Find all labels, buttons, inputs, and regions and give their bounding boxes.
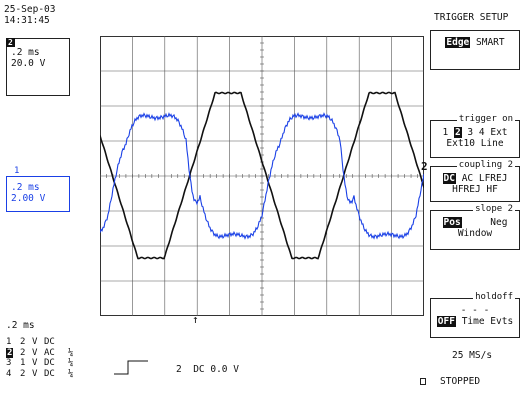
channel-row[interactable]: 1 2 V DC: [6, 337, 73, 348]
trigger-source-1[interactable]: 1: [442, 127, 449, 138]
slope-label: slope: [475, 204, 503, 214]
rising-edge-icon: [114, 360, 148, 375]
sample-rate: 25 MS/s: [452, 350, 493, 361]
status-text: STOPPED: [440, 376, 481, 387]
slope-menu[interactable]: slope 2 Pos Neg Window: [430, 204, 520, 250]
channel-row-unit: V: [32, 368, 38, 379]
time-label: 14:31:45: [4, 15, 50, 26]
trigger-type-edge-selected[interactable]: Edge: [445, 37, 471, 48]
channel-row-number: 1: [6, 337, 12, 347]
channel-row-number: 2: [6, 347, 14, 358]
trigger-source-3[interactable]: 3: [467, 127, 474, 138]
coupling-options[interactable]: AC LFREJ: [461, 173, 508, 184]
channel-row-number: 4: [6, 368, 12, 379]
channel2-trace: [100, 91, 424, 260]
date-label: 25-Sep-03: [4, 4, 56, 15]
timebase-label: .2 ms: [6, 320, 35, 331]
panel-title: TRIGGER SETUP: [434, 12, 509, 23]
coupling-channel: 2: [507, 160, 513, 170]
channel-row-suffix: ¼: [68, 347, 74, 358]
holdoff-value: - - -: [460, 305, 490, 316]
channel1-number: 1: [14, 166, 20, 176]
datetime: 25-Sep-03 14:31:45: [4, 4, 55, 26]
slope-neg[interactable]: Neg: [490, 217, 508, 228]
trigger-source-2-selected[interactable]: 2: [453, 127, 462, 138]
channel-row-unit: V: [32, 347, 38, 358]
slope-pos-selected[interactable]: Pos: [442, 217, 462, 228]
trigger-source-4[interactable]: 4: [478, 127, 485, 138]
trigger-type-smart[interactable]: SMART: [476, 37, 505, 48]
trigger-readout: 2 DC 0.0 V: [176, 364, 239, 375]
trigger-type-menu[interactable]: Edge SMART: [430, 30, 520, 70]
trigger-source-line2[interactable]: Ext10 Line: [446, 138, 504, 149]
channel-row-unit: V: [32, 358, 38, 368]
coupling-menu[interactable]: coupling 2 DC AC LFREJ HFREJ HF: [430, 160, 520, 202]
graticule-ticks: [100, 36, 424, 316]
channel1-trace: [100, 112, 424, 240]
channel-row-coupling: AC: [44, 347, 55, 358]
trigger-position-arrow-icon: ↑: [192, 313, 199, 326]
trigger-on-label: trigger on: [456, 114, 515, 125]
channel1-timebase: .2 ms: [11, 182, 40, 193]
channel2-volts: 20.0 V: [11, 58, 46, 69]
trigger-source-ext[interactable]: Ext: [490, 127, 508, 138]
holdoff-options[interactable]: Time Evts: [461, 316, 514, 327]
coupling-label: coupling: [458, 160, 503, 170]
coupling-dc-selected[interactable]: DC: [442, 173, 456, 184]
channel-row-coupling: DC: [44, 337, 55, 347]
acquisition-status[interactable]: STOPPED: [420, 376, 480, 387]
trigger-readout-value: DC 0.0 V: [193, 364, 239, 375]
channel-row-coupling: DC: [44, 358, 55, 368]
trigger-readout-channel: 2: [176, 364, 182, 375]
channel-row-unit: V: [32, 337, 38, 347]
channel-row[interactable]: 4 2 V DC ¼: [6, 369, 73, 380]
channel-row-volts: 1: [20, 358, 26, 368]
channel-row-number: 3: [6, 358, 12, 368]
status-square-icon: [420, 378, 426, 385]
coupling-options-line2[interactable]: HFREJ HF: [452, 184, 498, 195]
channel-row-volts: 2: [20, 337, 26, 347]
holdoff-label: holdoff: [473, 292, 515, 303]
channel1-volts: 2.00 V: [11, 193, 46, 204]
channel-row[interactable]: 2 2 V AC ¼: [6, 347, 74, 358]
channel2-readout[interactable]: 2 .2 ms 20.0 V: [6, 38, 70, 96]
channel-row-suffix: ¼: [68, 368, 74, 379]
channel-list: 1 2 V DC 2 2 V AC ¼ 3 1 V DC ¼ 4 2 V DC …: [6, 337, 73, 379]
holdoff-menu[interactable]: holdoff - - - OFF Time Evts: [430, 292, 520, 338]
trigger-on-menu[interactable]: trigger on 1 2 3 4 Ext Ext10 Line: [430, 114, 520, 158]
channel-row-coupling: DC: [44, 368, 55, 379]
channel-row[interactable]: 3 1 V DC ¼: [6, 358, 73, 369]
channel2-timebase: .2 ms: [11, 47, 40, 58]
channel-row-volts: 2: [20, 368, 26, 379]
slope-window[interactable]: Window: [457, 228, 493, 239]
channel2-number: 2: [6, 38, 15, 47]
slope-channel: 2: [507, 204, 513, 214]
channel-row-suffix: ¼: [68, 358, 74, 368]
scope-display[interactable]: [100, 36, 424, 316]
channel1-readout[interactable]: .2 ms 2.00 V: [6, 176, 70, 212]
channel-row-volts: 2: [20, 347, 26, 358]
holdoff-off-selected[interactable]: OFF: [436, 316, 456, 327]
channel2-trigger-level-marker: 2: [421, 160, 428, 173]
